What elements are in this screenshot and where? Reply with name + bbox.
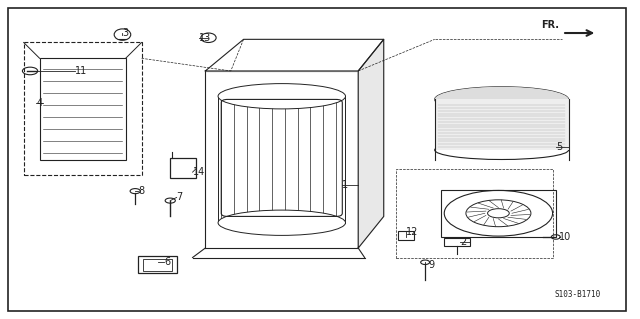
Bar [170,158,196,178]
Text: 10: 10 [559,232,572,242]
Text: 1: 1 [342,180,348,190]
Text: 9: 9 [428,260,435,271]
Polygon shape [205,39,384,71]
Text: 5: 5 [556,142,562,152]
Text: 4: 4 [36,98,43,108]
Bar [24,42,141,175]
Ellipse shape [218,210,346,235]
Bar [435,100,568,150]
Text: 6: 6 [164,257,170,267]
Text: S103-B1710: S103-B1710 [554,290,600,299]
Text: 13: 13 [199,33,211,43]
Bar [441,190,556,237]
Polygon shape [358,39,384,248]
Ellipse shape [435,87,568,112]
Bar [40,58,125,160]
Text: 8: 8 [138,186,145,196]
Text: 14: 14 [193,167,205,177]
Text: FR.: FR. [541,20,559,30]
Text: 3: 3 [122,28,129,38]
Text: 2: 2 [460,237,467,247]
Bar [143,259,172,271]
Bar [397,231,413,240]
Text: 7: 7 [177,192,183,203]
Bar [444,238,470,247]
Bar [138,256,177,273]
Text: 12: 12 [406,227,419,237]
Bar [396,169,552,257]
Ellipse shape [218,84,346,109]
Text: 11: 11 [75,66,87,76]
